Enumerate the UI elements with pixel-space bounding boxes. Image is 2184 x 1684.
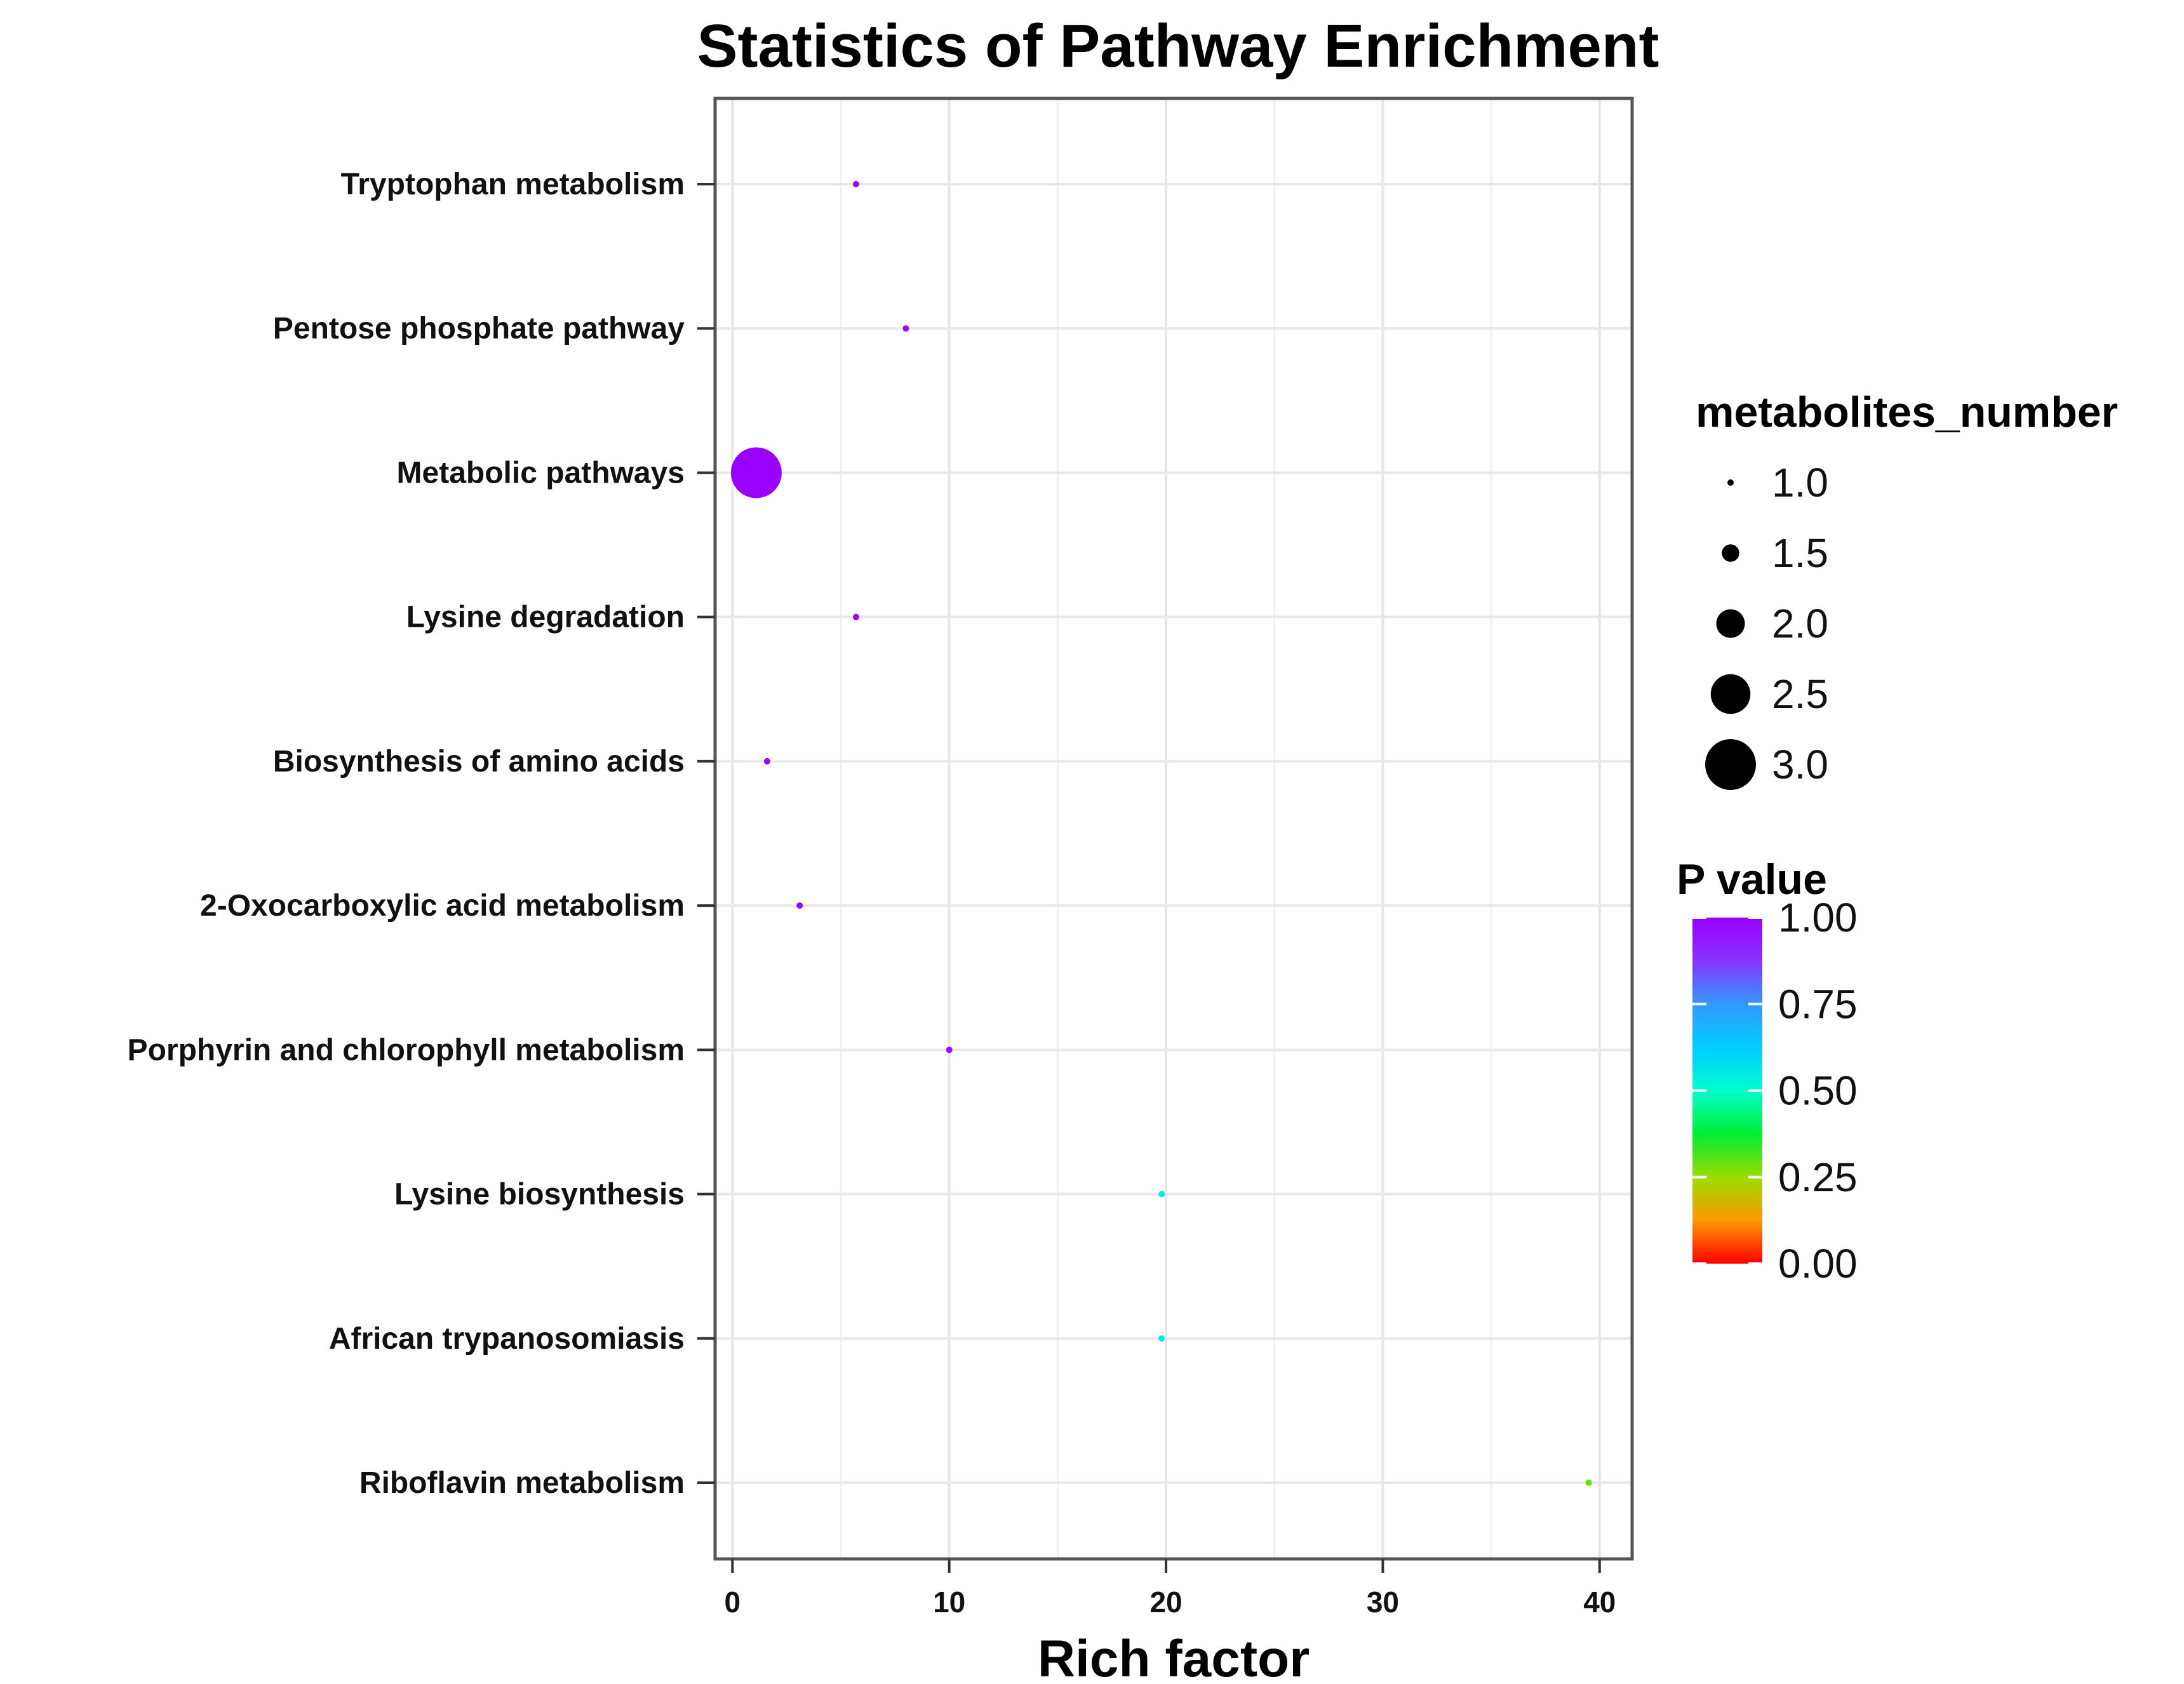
colorbar-label: 1.00 <box>1778 895 1858 940</box>
y-tick-label: Lysine degradation <box>406 601 685 634</box>
size-legend-label: 1.5 <box>1772 530 1828 576</box>
panel-border <box>713 97 1634 1561</box>
y-tick-label: Lysine biosynthesis <box>394 1178 685 1212</box>
size-legend-key <box>1722 544 1739 562</box>
y-axis: Tryptophan metabolism Pentose phosphate p… <box>128 168 715 1500</box>
size-legend-label: 3.0 <box>1772 742 1828 787</box>
x-axis-label: Rich factor <box>1038 1630 1310 1684</box>
data-point <box>1158 1191 1165 1198</box>
data-point <box>763 758 770 765</box>
data-point <box>852 613 859 620</box>
x-tick-label: 40 <box>1583 1586 1616 1619</box>
size-legend-label: 2.5 <box>1772 671 1828 717</box>
x-axis: 0 10 20 30 40 <box>725 1559 1616 1619</box>
color-legend: P value 1.00 0.75 0.50 0.25 0.00 <box>1677 855 1858 1286</box>
chart-title: Statistics of Pathway Enrichment <box>697 12 1659 80</box>
data-point <box>796 902 803 909</box>
y-tick-label: 2-Oxocarboxylic acid metabolism <box>200 889 685 923</box>
data-point <box>730 447 782 498</box>
x-tick-label: 30 <box>1367 1586 1399 1619</box>
size-legend-key <box>1727 479 1734 486</box>
size-legend-key <box>1716 609 1745 638</box>
size-legend: metabolites_number 1.0 1.5 2.0 2.5 3.0 <box>1696 388 2118 790</box>
y-tick-label: African trypanosomiasis <box>329 1322 685 1356</box>
x-tick-label: 20 <box>1149 1586 1182 1619</box>
colorbar-label: 0.00 <box>1778 1241 1858 1286</box>
colorbar-label: 0.75 <box>1778 981 1858 1027</box>
plot-panel <box>715 98 1632 1559</box>
size-legend-key <box>1710 674 1751 714</box>
color-legend-title: P value <box>1677 855 1827 904</box>
data-point <box>852 181 859 187</box>
y-tick-label: Pentose phosphate pathway <box>273 312 685 345</box>
size-legend-key <box>1705 739 1756 790</box>
y-tick-label: Tryptophan metabolism <box>341 168 685 201</box>
grid-lines <box>715 98 1632 1559</box>
y-tick-label: Riboflavin metabolism <box>359 1466 685 1500</box>
data-point <box>1585 1480 1592 1486</box>
y-tick-label: Metabolic pathways <box>397 456 685 490</box>
y-tick-label: Porphyrin and chlorophyll metabolism <box>128 1033 685 1067</box>
data-point <box>946 1046 953 1053</box>
size-legend-label: 2.0 <box>1772 601 1828 646</box>
x-tick-label: 10 <box>933 1586 965 1619</box>
size-legend-label: 1.0 <box>1772 460 1828 505</box>
colorbar-label: 0.25 <box>1778 1154 1858 1200</box>
data-point <box>902 325 909 332</box>
data-points <box>730 181 1592 1486</box>
colorbar-label: 0.50 <box>1778 1068 1858 1114</box>
size-legend-title: metabolites_number <box>1696 388 2118 436</box>
y-tick-label: Biosynthesis of amino acids <box>273 745 685 779</box>
data-point <box>1158 1335 1165 1342</box>
x-tick-label: 0 <box>725 1586 741 1619</box>
